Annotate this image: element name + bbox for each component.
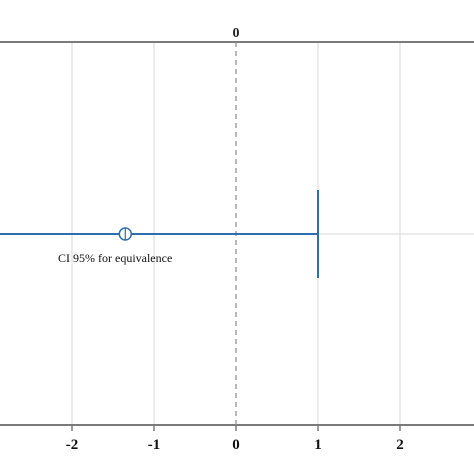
top-axis-label: 0	[233, 26, 240, 41]
x-tick-label: 0	[232, 437, 240, 453]
point-estimate-marker	[118, 227, 133, 241]
x-axis-ticks: -2 -1 0 1 2	[66, 425, 404, 453]
x-tick-label: -1	[148, 437, 161, 453]
ci-annotation: CI 95% for equivalence	[58, 251, 172, 265]
x-tick-label: -2	[66, 437, 79, 453]
x-tick-label: 2	[396, 437, 404, 453]
x-tick-label: 1	[314, 437, 322, 453]
